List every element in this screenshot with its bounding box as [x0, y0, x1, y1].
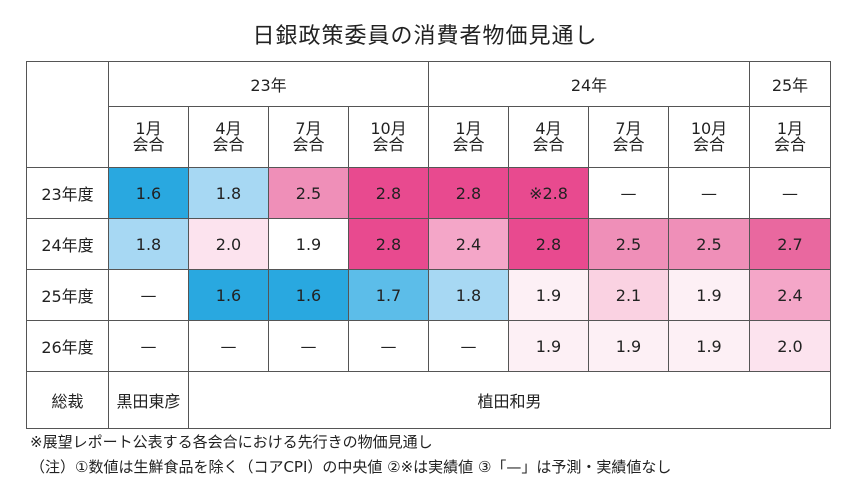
cpi-forecast-table: 23年 24年 25年 1月 会合 4月 会合 7月 会合 10月 会合 1月 会合 4月 会合 7月 会合 1… — [26, 61, 831, 429]
forecast-cell: 1.7 — [348, 269, 429, 321]
meeting-month: 4月 — [535, 119, 562, 138]
fiscal-year-label: 25年度 — [26, 269, 109, 321]
forecast-cell: 1.9 — [668, 320, 750, 372]
forecast-cell: 1.9 — [508, 320, 589, 372]
forecast-cell: 2.5 — [268, 167, 349, 219]
meeting-month: 1月 — [455, 119, 482, 138]
meeting-month: 7月 — [295, 119, 322, 138]
forecast-cell: 2.8 — [508, 218, 589, 270]
meeting-suffix: 会合 — [773, 135, 806, 154]
meeting-month: 7月 — [615, 119, 642, 138]
forecast-cell: 2.7 — [749, 218, 831, 270]
year-header-1: 24年 — [428, 61, 750, 107]
forecast-cell: 2.5 — [668, 218, 750, 270]
meeting-month: 1月 — [776, 119, 804, 138]
meeting-suffix: 会合 — [372, 135, 405, 154]
forecast-cell: 1.6 — [188, 269, 269, 321]
governor-name-1: 植田和男 — [188, 371, 831, 429]
meeting-suffix: 会合 — [692, 135, 725, 154]
forecast-cell: — — [268, 320, 349, 372]
meeting-month: 1月 — [135, 119, 162, 138]
meeting-suffix: 会合 — [212, 135, 245, 154]
forecast-cell: 1.6 — [268, 269, 349, 321]
meeting-suffix: 会合 — [612, 135, 645, 154]
meeting-suffix: 会合 — [292, 135, 325, 154]
fiscal-year-row: 24年度 1.8 2.0 1.9 2.8 2.4 2.8 2.5 2.5 2.7 — [26, 218, 831, 270]
fiscal-year-row: 26年度 — — — — —1.9 1.9 1.9 2.0 — [26, 320, 831, 372]
governor-label: 総裁 — [26, 371, 109, 429]
forecast-cell: — — [668, 167, 750, 219]
page-title: 日銀政策委員の消費者物価見通し — [252, 24, 598, 49]
forecast-cell: 2.0 — [749, 320, 831, 372]
footnote-1: ※展望レポート公表する各会合における先行きの物価見通し — [30, 433, 433, 451]
meeting-header-8: 1月 会合 — [749, 106, 831, 168]
forecast-cell: 1.8 — [428, 269, 509, 321]
forecast-cell: 2.4 — [428, 218, 509, 270]
meeting-header-4: 1月 会合 — [428, 106, 509, 168]
forecast-cell: 2.8 — [348, 218, 429, 270]
forecast-cell: — — [749, 167, 831, 219]
meeting-header-0: 1月 会合 — [108, 106, 189, 168]
forecast-cell: — — [428, 320, 509, 372]
governor-row: 総裁 黒田東彦 植田和男 — [26, 371, 831, 429]
forecast-cell: — — [108, 320, 189, 372]
meeting-month: 4月 — [215, 119, 242, 138]
forecast-cell: 1.8 — [108, 218, 189, 270]
fiscal-year-row: 25年度 —1.6 1.6 1.7 1.8 1.9 2.1 1.9 2.4 — [26, 269, 831, 321]
meeting-suffix: 会合 — [132, 135, 165, 154]
forecast-cell: 2.4 — [749, 269, 831, 321]
fiscal-year-row: 23年度 1.6 1.8 2.5 2.8 2.8 ※2.8— — — — [26, 167, 831, 219]
forecast-cell: 1.9 — [668, 269, 750, 321]
fiscal-year-label: 24年度 — [26, 218, 109, 270]
year-header-row: 23年 24年 25年 — [26, 61, 831, 168]
forecast-cell: 1.9 — [268, 218, 349, 270]
year-header-0: 23年 — [108, 61, 429, 107]
meeting-suffix: 会合 — [532, 135, 565, 154]
meeting-header-3: 10月 会合 — [348, 106, 429, 168]
governor-name-0: 黒田東彦 — [108, 371, 189, 429]
forecast-cell: 1.6 — [108, 167, 189, 219]
year-header-2: 25年 — [749, 61, 831, 107]
forecast-cell: 1.9 — [508, 269, 589, 321]
forecast-cell: 1.8 — [188, 167, 269, 219]
forecast-cell: — — [108, 269, 189, 321]
fiscal-year-label: 23年度 — [26, 167, 109, 219]
meeting-month: 10月 — [370, 119, 407, 138]
forecast-cell: ※2.8 — [508, 167, 589, 219]
meeting-header-row: 1月 会合 4月 会合 7月 会合 10月 会合 1月 会合 4月 会合 7月 会合 10月 会合 1月 会合 — [27, 106, 831, 168]
meeting-suffix: 会合 — [452, 135, 485, 154]
forecast-cell: — — [348, 320, 429, 372]
forecast-cell: 2.0 — [188, 218, 269, 270]
forecast-cell: 1.9 — [588, 320, 669, 372]
forecast-cell: — — [588, 167, 669, 219]
fiscal-year-label: 26年度 — [26, 320, 109, 372]
meeting-header-2: 7月 会合 — [268, 106, 349, 168]
forecast-cell: 2.1 — [588, 269, 669, 321]
forecast-cell: 2.5 — [588, 218, 669, 270]
footnote-2: （注）①数値は生鮮食品を除く（コアCPI）の中央値 ②※は実績値 ③「—」は予測… — [30, 458, 672, 476]
meeting-header-6: 7月 会合 — [588, 106, 669, 168]
meeting-header-7: 10月 会合 — [668, 106, 750, 168]
meeting-month: 10月 — [690, 119, 728, 138]
forecast-cell: 2.8 — [428, 167, 509, 219]
meeting-header-1: 4月 会合 — [188, 106, 269, 168]
forecast-cell: 2.8 — [348, 167, 429, 219]
forecast-cell: — — [188, 320, 269, 372]
corner-cell — [26, 61, 109, 168]
meeting-header-5: 4月 会合 — [508, 106, 589, 168]
